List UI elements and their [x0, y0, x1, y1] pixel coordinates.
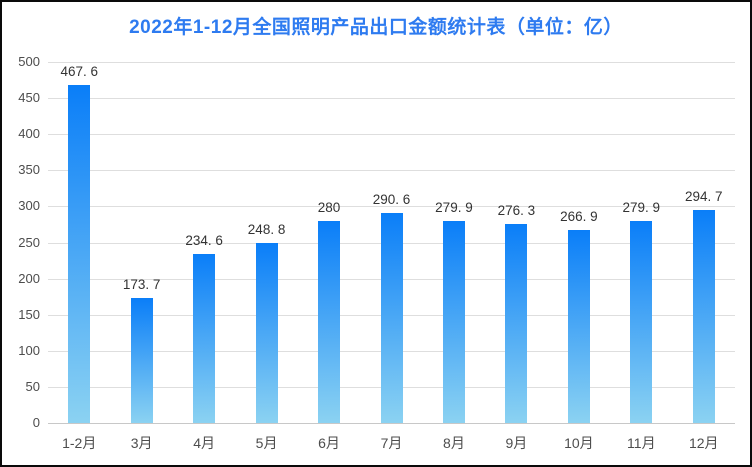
- bar: [255, 243, 278, 423]
- bar: [630, 220, 653, 423]
- y-axis-tick-label: 200: [18, 270, 40, 286]
- bar-value-label: 266. 9: [560, 209, 598, 225]
- bar: [68, 85, 91, 423]
- x-axis-line: [48, 423, 735, 424]
- bar-value-label: 290. 6: [372, 192, 411, 208]
- x-axis-category-label: 11月: [627, 435, 656, 451]
- y-axis-tick-label: 400: [18, 126, 40, 142]
- gridline: [48, 170, 735, 172]
- x-axis-category-label: 3月: [130, 435, 153, 451]
- bar-value-label: 280: [317, 199, 341, 215]
- x-axis-category-label: 12月: [688, 435, 719, 451]
- x-axis-category-label: 5月: [255, 435, 278, 451]
- x-axis-category-label: 1-2月: [62, 435, 97, 451]
- y-axis-tick-label: 300: [18, 198, 40, 214]
- bar-value-label: 276. 3: [497, 202, 536, 218]
- bar-value-label: 279. 9: [622, 199, 661, 215]
- bar: [692, 210, 715, 423]
- x-axis-category-label: 4月: [193, 435, 216, 451]
- y-axis-tick-label: 450: [18, 90, 40, 106]
- gridline: [48, 206, 735, 208]
- x-axis-category-label: 8月: [443, 435, 465, 451]
- y-axis-tick-label: 500: [18, 54, 40, 69]
- x-axis-category-label: 10月: [564, 435, 594, 451]
- bar: [318, 220, 341, 423]
- gridline: [48, 62, 735, 63]
- bar: [193, 253, 216, 423]
- gridline: [48, 134, 735, 136]
- bar-value-label: 294. 7: [684, 189, 723, 205]
- bar: [567, 230, 590, 423]
- bar-value-label: 248. 8: [247, 222, 286, 238]
- y-axis-tick-label: 50: [25, 378, 40, 394]
- bar-value-label: 173. 7: [122, 276, 161, 292]
- bar-value-label: 234. 6: [185, 232, 223, 248]
- bar-value-label: 279. 9: [435, 199, 473, 215]
- bar: [130, 297, 153, 423]
- gridline: [48, 98, 735, 100]
- bar: [442, 220, 465, 423]
- chart-title: 2022年1-12月全国照明产品出口金额统计表（单位：亿）: [129, 17, 623, 38]
- bar: [380, 213, 403, 423]
- y-axis-tick-label: 150: [18, 306, 40, 322]
- bar: [505, 223, 528, 423]
- y-axis-tick-label: 250: [18, 234, 40, 250]
- x-axis-category-label: 7月: [380, 435, 403, 451]
- x-axis-category-label: 6月: [318, 435, 340, 451]
- x-axis-category-label: 9月: [505, 435, 528, 451]
- y-axis-tick-label: 100: [18, 342, 40, 358]
- bar-value-label: 467. 6: [60, 64, 98, 80]
- y-axis-tick-label: 0: [32, 415, 40, 430]
- y-axis-tick-label: 350: [18, 162, 40, 178]
